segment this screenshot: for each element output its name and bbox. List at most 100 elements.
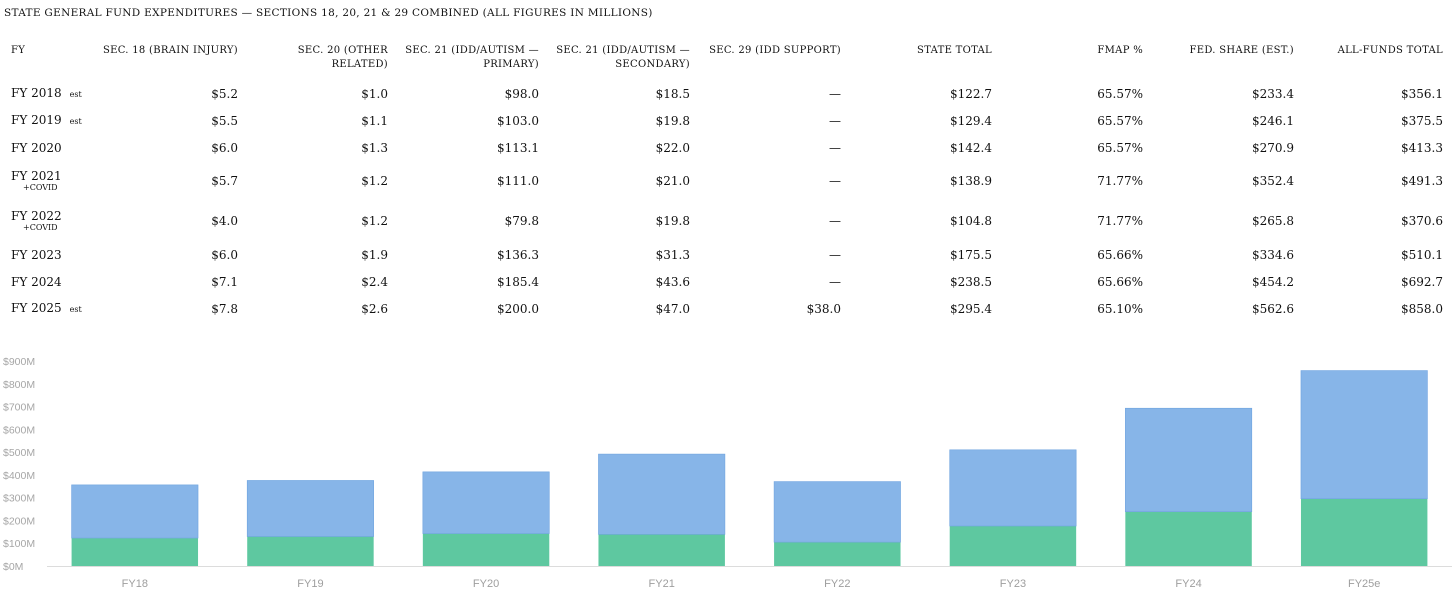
fy-cell: FY 2020 — [7, 134, 87, 161]
fy-label: FY 2022 — [11, 209, 62, 223]
cell-fmap: 65.10% — [1097, 301, 1143, 316]
cell-fed-share: $265.8 — [1252, 214, 1294, 228]
fy-subnote: +COVID — [23, 183, 58, 192]
cell-sec18: $5.7 — [211, 174, 238, 188]
cell-sec21-primary: $200.0 — [497, 301, 539, 316]
y-tick-label: $800M — [3, 379, 35, 391]
y-tick-label: $200M — [3, 515, 35, 527]
table-row: FY 2021 +COVID $5.7 $1.2 $111.0 $21.0 — $… — [7, 161, 1447, 201]
cell-sec29: — — [829, 274, 841, 289]
col-header-sec21-secondary: SEC. 21 (IDD/AUTISM — SECONDARY) — [556, 45, 690, 70]
cell-state-total: $129.4 — [950, 113, 992, 128]
cell-all-funds: $510.1 — [1401, 247, 1443, 262]
cell-sec21-primary: $98.0 — [504, 86, 539, 101]
y-tick-label: $500M — [3, 447, 35, 459]
col-header-fmap: FMAP % — [1097, 45, 1143, 56]
bar-fed-share — [1125, 407, 1253, 512]
cell-state-total: $138.9 — [950, 174, 992, 188]
expenditures-table: FY SEC. 18 (BRAIN INJURY) SEC. 20 (OTHER… — [7, 44, 1447, 322]
cell-fed-share: $352.4 — [1252, 174, 1294, 188]
cell-sec21-secondary: $47.0 — [655, 301, 690, 316]
cell-sec21-secondary: $31.3 — [655, 247, 690, 262]
bar-fed-share — [949, 449, 1077, 527]
table-row: FY 2022 +COVID $4.0 $1.2 $79.8 $19.8 — $1… — [7, 201, 1447, 241]
y-tick-label: $600M — [3, 424, 35, 436]
bar-fed-share — [598, 453, 726, 535]
cell-sec18: $7.8 — [211, 301, 238, 316]
y-tick-label: $100M — [3, 538, 35, 550]
cell-fmap: 65.57% — [1097, 86, 1143, 101]
cell-sec20: $1.3 — [361, 140, 388, 155]
cell-all-funds: $692.7 — [1401, 274, 1443, 289]
col-header-sec29: SEC. 29 (IDD SUPPORT) — [709, 45, 841, 56]
col-header-fed-share: FED. SHARE (EST.) — [1189, 45, 1294, 56]
x-tick-label: FY25e — [1348, 578, 1380, 590]
bar-state-total — [71, 538, 199, 566]
x-tick-label: FY21 — [649, 578, 675, 590]
y-tick-label: $300M — [3, 493, 35, 505]
cell-sec29: — — [829, 174, 841, 188]
cell-fmap: 65.66% — [1097, 247, 1143, 262]
cell-sec21-primary: $136.3 — [497, 247, 539, 262]
cell-fed-share: $233.4 — [1252, 86, 1294, 101]
fy-cell: FY 2021 +COVID — [7, 161, 87, 201]
bar-state-total — [1125, 511, 1252, 566]
cell-sec29: — — [829, 247, 841, 262]
col-header-sec21-primary: SEC. 21 (IDD/AUTISM — PRIMARY) — [405, 45, 539, 70]
fy-label: FY 2020 — [11, 140, 62, 155]
y-tick-label: $700M — [3, 402, 35, 414]
cell-sec18: $5.5 — [211, 113, 238, 128]
table-row: FY 2025 est $7.8 $2.6 $200.0 $47.0 $38.0 … — [7, 295, 1447, 322]
fy-subnote: +COVID — [23, 223, 58, 232]
fy-cell: FY 2023 — [7, 241, 87, 268]
cell-sec18: $5.2 — [211, 86, 238, 101]
table-header-row: FY SEC. 18 (BRAIN INJURY) SEC. 20 (OTHER… — [7, 44, 1447, 80]
cell-sec21-primary: $103.0 — [497, 113, 539, 128]
table-row: FY 2024 $7.1 $2.4 $185.4 $43.6 — $238.5 … — [7, 268, 1447, 295]
cell-fed-share: $246.1 — [1252, 113, 1294, 128]
fy-note: est — [69, 89, 82, 99]
cell-sec18: $4.0 — [211, 214, 238, 228]
cell-sec20: $2.6 — [361, 301, 388, 316]
cell-sec18: $6.0 — [211, 247, 238, 262]
cell-sec20: $1.9 — [361, 247, 388, 262]
cell-sec21-secondary: $19.8 — [655, 214, 690, 228]
cell-all-funds: $413.3 — [1401, 140, 1443, 155]
cell-fed-share: $562.6 — [1252, 301, 1294, 316]
x-tick-label: FY20 — [473, 578, 499, 590]
bar-fed-share — [422, 471, 550, 534]
col-header-fy: FY — [11, 45, 26, 56]
x-tick-label: FY22 — [824, 578, 850, 590]
cell-state-total: $175.5 — [950, 247, 992, 262]
fy-label: FY 2018 — [11, 85, 62, 100]
cell-all-funds: $356.1 — [1401, 86, 1443, 101]
cell-all-funds: $858.0 — [1401, 301, 1443, 316]
fy-label: FY 2025 — [11, 300, 62, 315]
bar-state-total — [422, 533, 550, 566]
fy-label: FY 2021 — [11, 169, 62, 183]
cell-sec21-secondary: $22.0 — [655, 140, 690, 155]
y-tick-label: $400M — [3, 470, 35, 482]
fy-note: est — [69, 116, 82, 126]
cell-sec21-secondary: $18.5 — [655, 86, 690, 101]
cell-fmap: 65.57% — [1097, 140, 1143, 155]
bar-fed-share — [246, 480, 374, 537]
fy-cell: FY 2019 est — [7, 107, 87, 134]
bar-state-total — [598, 534, 725, 566]
x-tick-label: FY18 — [122, 578, 148, 590]
cell-sec21-secondary: $43.6 — [655, 274, 690, 289]
fy-cell: FY 2024 — [7, 268, 87, 295]
cell-sec29: — — [829, 214, 841, 228]
fy-cell: FY 2018 est — [7, 80, 87, 107]
cell-state-total: $142.4 — [950, 140, 992, 155]
cell-sec21-primary: $113.1 — [497, 140, 539, 155]
fy-cell: FY 2025 est — [7, 295, 87, 322]
cell-sec18: $6.0 — [211, 140, 238, 155]
bar-state-total — [774, 542, 901, 566]
cell-state-total: $295.4 — [950, 301, 992, 316]
cell-fmap: 65.57% — [1097, 113, 1143, 128]
cell-sec21-secondary: $19.8 — [655, 113, 690, 128]
cell-sec29: — — [829, 140, 841, 155]
table-row: FY 2020 $6.0 $1.3 $113.1 $22.0 — $142.4 … — [7, 134, 1447, 161]
fy-note: est — [69, 304, 82, 314]
